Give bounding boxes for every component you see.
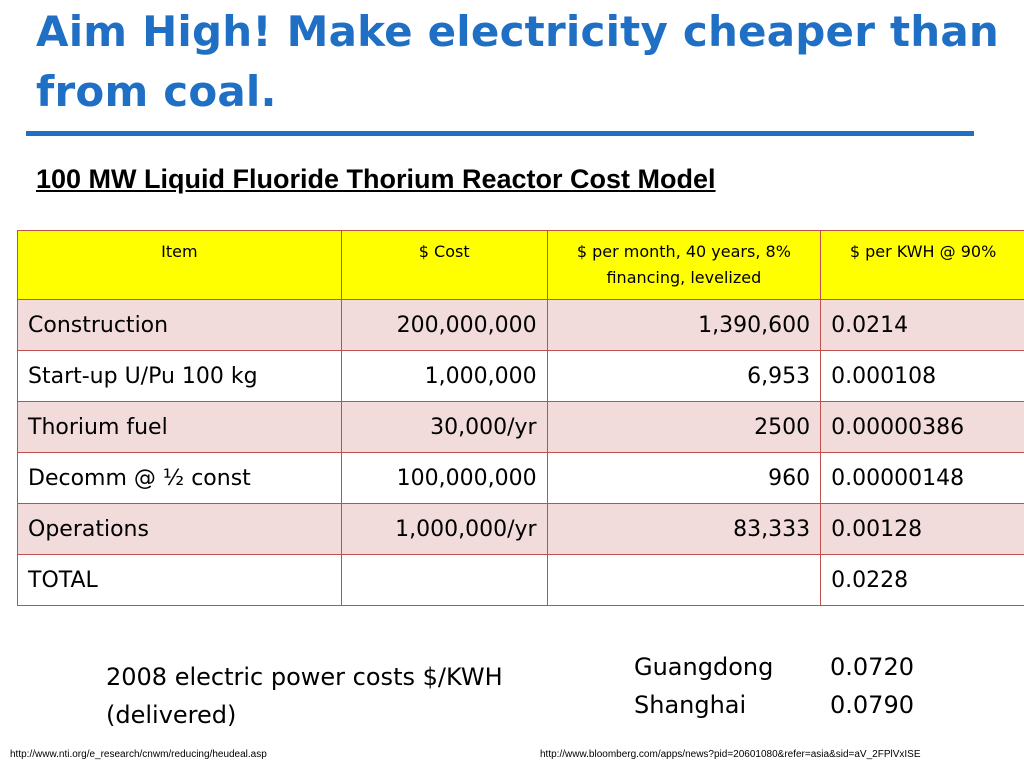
row-per-month: 83,333 (546, 503, 822, 555)
row-per-month: 2500 (546, 401, 822, 453)
table-row: Start-up U/Pu 100 kg 1,000,000 6,953 0.0… (17, 350, 1024, 402)
cost-model-table: Item $ Cost $ per month, 40 years, 8% fi… (17, 230, 1024, 606)
regional-costs-list: Guangdong 0.0720 Shanghai 0.0790 (634, 648, 914, 724)
table-row: Operations 1,000,000/yr 83,333 0.00128 (17, 503, 1024, 555)
power-cost-note-line1: 2008 electric power costs $/KWH (106, 663, 503, 691)
table-row: Decomm @ ½ const 100,000,000 960 0.00000… (17, 452, 1024, 504)
title-underline-rule (26, 131, 974, 136)
row-cost: 1,000,000/yr (340, 503, 548, 555)
row-cost: 30,000/yr (340, 401, 548, 453)
row-per-month: 960 (546, 452, 822, 504)
table-header-row: Item $ Cost $ per month, 40 years, 8% fi… (17, 230, 1024, 300)
header-per-month: $ per month, 40 years, 8% financing, lev… (546, 230, 822, 300)
table-caption: 100 MW Liquid Fluoride Thorium Reactor C… (36, 164, 716, 194)
row-cost: 1,000,000 (340, 350, 548, 402)
header-per-kwh: $ per KWH @ 90% (820, 230, 1024, 300)
table-row: Thorium fuel 30,000/yr 2500 0.00000386 (17, 401, 1024, 453)
row-item: Start-up U/Pu 100 kg (17, 350, 342, 402)
header-cost: $ Cost (340, 230, 548, 300)
region-cost: 0.0720 (830, 653, 914, 681)
row-per-kwh: 0.000108 (820, 350, 1024, 402)
row-per-kwh: 0.00000148 (820, 452, 1024, 504)
row-per-kwh: 0.0214 (820, 299, 1024, 351)
row-item: Operations (17, 503, 342, 555)
row-per-kwh: 0.00128 (820, 503, 1024, 555)
row-item: Thorium fuel (17, 401, 342, 453)
row-per-month (546, 554, 822, 606)
row-per-month: 6,953 (546, 350, 822, 402)
row-item: TOTAL (17, 554, 342, 606)
source-link-left[interactable]: http://www.nti.org/e_research/cnwm/reduc… (10, 749, 267, 760)
region-cost: 0.0790 (830, 691, 914, 719)
slide-title: Aim High! Make electricity cheaper than … (36, 7, 999, 116)
row-cost (340, 554, 548, 606)
row-item: Construction (17, 299, 342, 351)
row-per-month: 1,390,600 (546, 299, 822, 351)
table-row-total: TOTAL 0.0228 (17, 554, 1024, 606)
power-cost-note-line2: (delivered) (106, 701, 237, 729)
source-link-right[interactable]: http://www.bloomberg.com/apps/news?pid=2… (540, 749, 921, 760)
header-item: Item (17, 230, 342, 300)
region-name: Shanghai (634, 691, 747, 719)
region-name: Guangdong (634, 653, 774, 681)
row-cost: 200,000,000 (340, 299, 548, 351)
row-cost: 100,000,000 (340, 452, 548, 504)
row-per-kwh: 0.00000386 (820, 401, 1024, 453)
row-per-kwh: 0.0228 (820, 554, 1024, 606)
power-cost-note: 2008 electric power costs $/KWH (deliver… (106, 658, 503, 734)
table-row: Construction 200,000,000 1,390,600 0.021… (17, 299, 1024, 351)
row-item: Decomm @ ½ const (17, 452, 342, 504)
list-item: Shanghai 0.0790 (634, 686, 914, 724)
list-item: Guangdong 0.0720 (634, 648, 914, 686)
